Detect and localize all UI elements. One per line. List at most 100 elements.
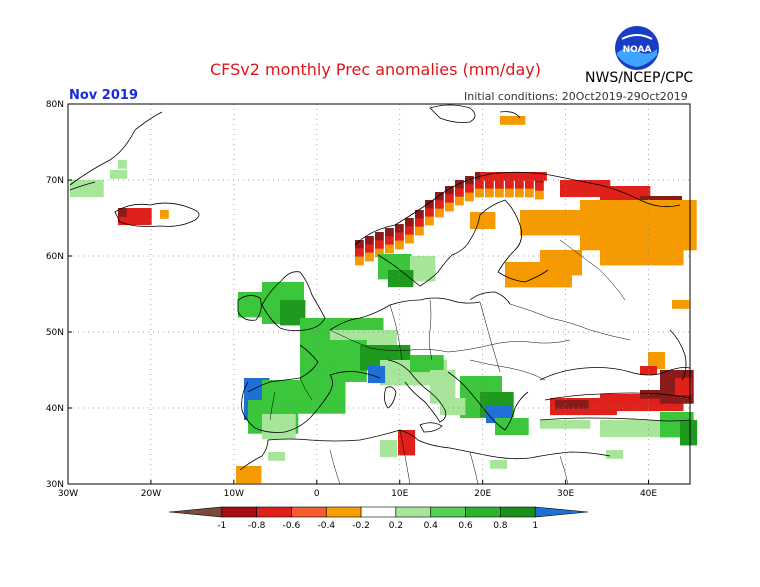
anomaly-cell xyxy=(401,345,411,354)
anomaly-cell xyxy=(336,396,346,406)
lat-label: 70N xyxy=(46,176,64,186)
anomaly-cell xyxy=(365,244,374,254)
anomaly-cell xyxy=(525,180,534,190)
anomaly-cell xyxy=(375,240,384,250)
anomaly-cell xyxy=(262,430,271,440)
anomaly-cell xyxy=(684,412,694,421)
anomaly-cell xyxy=(687,200,697,209)
anomaly-cell xyxy=(286,414,296,423)
anomaly-cell xyxy=(475,188,484,198)
anomaly-cell xyxy=(380,440,389,449)
anomaly-cell xyxy=(529,278,539,288)
anomaly-cell xyxy=(384,345,394,354)
anomaly-cell xyxy=(478,212,488,221)
anomaly-cell xyxy=(604,224,614,234)
anomaly-cell xyxy=(324,356,334,366)
anomaly-cell xyxy=(438,378,448,388)
anomaly-cell xyxy=(521,262,531,271)
anomaly-cell xyxy=(421,376,431,386)
anomaly-cell xyxy=(324,340,334,349)
anomaly-cell xyxy=(505,278,514,288)
anomaly-cell xyxy=(550,406,559,416)
anomaly-cell xyxy=(435,208,444,218)
anomaly-cell xyxy=(600,194,609,204)
anomaly-cell xyxy=(484,384,494,394)
anomaly-cell xyxy=(468,400,478,410)
anomaly-cell xyxy=(624,186,634,195)
anomaly-cell xyxy=(94,180,104,189)
anomaly-cell xyxy=(583,406,592,416)
anomaly-cell xyxy=(374,318,384,327)
anomaly-cell xyxy=(468,392,478,402)
anomaly-cell xyxy=(376,374,386,384)
anomaly-cell xyxy=(289,400,299,409)
anomaly-cell xyxy=(360,353,369,363)
anomaly-cell xyxy=(379,338,389,348)
anomaly-cell xyxy=(262,290,271,300)
anomaly-cell xyxy=(349,373,359,382)
anomaly-cell xyxy=(456,406,466,416)
anomaly-cell xyxy=(379,330,389,339)
anomaly-cell xyxy=(538,278,547,288)
anomaly-cell xyxy=(434,363,444,373)
anomaly-cell xyxy=(687,216,697,226)
anomaly-cell xyxy=(503,418,513,427)
anomaly-cell xyxy=(333,340,342,349)
anomaly-cell xyxy=(475,180,484,190)
anomaly-cell xyxy=(476,384,486,394)
anomaly-cell xyxy=(418,256,428,265)
anomaly-cell xyxy=(679,241,689,251)
anomaly-cell xyxy=(663,224,672,234)
anomaly-cell xyxy=(280,308,289,318)
anomaly-cell xyxy=(398,430,407,439)
anomaly-cell xyxy=(358,373,367,382)
anomaly-cell xyxy=(244,378,253,387)
anomaly-cell xyxy=(446,378,456,388)
anomaly-cell xyxy=(328,404,338,414)
lon-label: 0 xyxy=(314,489,320,499)
anomaly-cell xyxy=(668,412,678,421)
anomaly-cell xyxy=(676,394,686,404)
anomaly-cell xyxy=(410,264,419,274)
anomaly-cell xyxy=(486,220,496,230)
anomaly-cell xyxy=(320,396,329,406)
anomaly-cell xyxy=(550,398,559,407)
anomaly-cell xyxy=(303,404,313,414)
anomaly-cell xyxy=(493,376,502,385)
anomaly-cell xyxy=(248,408,257,418)
anomaly-cell xyxy=(388,360,398,369)
anomaly-cell xyxy=(656,360,666,370)
anomaly-cell xyxy=(465,192,474,202)
anomaly-cell xyxy=(316,326,326,336)
anomaly-cell xyxy=(649,420,659,429)
anomaly-cell xyxy=(126,208,136,217)
anomaly-cell xyxy=(349,318,359,327)
anomaly-cell xyxy=(300,356,309,366)
anomaly-cell xyxy=(568,188,578,198)
anomaly-cell xyxy=(500,116,509,125)
anomaly-cell xyxy=(395,224,404,233)
anomaly-cell xyxy=(426,363,436,373)
anomaly-cell xyxy=(244,466,254,475)
anomaly-cell xyxy=(311,380,321,389)
anomaly-cell xyxy=(418,355,428,364)
anomaly-cell xyxy=(405,218,414,227)
anomaly-cell xyxy=(513,278,523,288)
anomaly-cell xyxy=(388,368,398,378)
colorbar-label: 0.6 xyxy=(458,521,473,531)
anomaly-cell xyxy=(666,248,676,258)
anomaly-cell xyxy=(276,452,286,461)
anomaly-cell xyxy=(536,218,546,228)
anomaly-cell xyxy=(544,226,554,236)
anomaly-cell xyxy=(368,353,378,363)
anomaly-cell xyxy=(561,226,571,236)
anomaly-cell xyxy=(288,308,298,318)
anomaly-cell xyxy=(278,388,288,398)
anomaly-cell xyxy=(295,404,304,414)
anomaly-cell xyxy=(687,233,697,242)
anomaly-cell xyxy=(504,392,514,401)
anomaly-cell xyxy=(658,402,667,412)
anomaly-cell xyxy=(641,256,651,266)
anomaly-cell xyxy=(683,386,693,396)
anomaly-cell xyxy=(445,186,454,195)
